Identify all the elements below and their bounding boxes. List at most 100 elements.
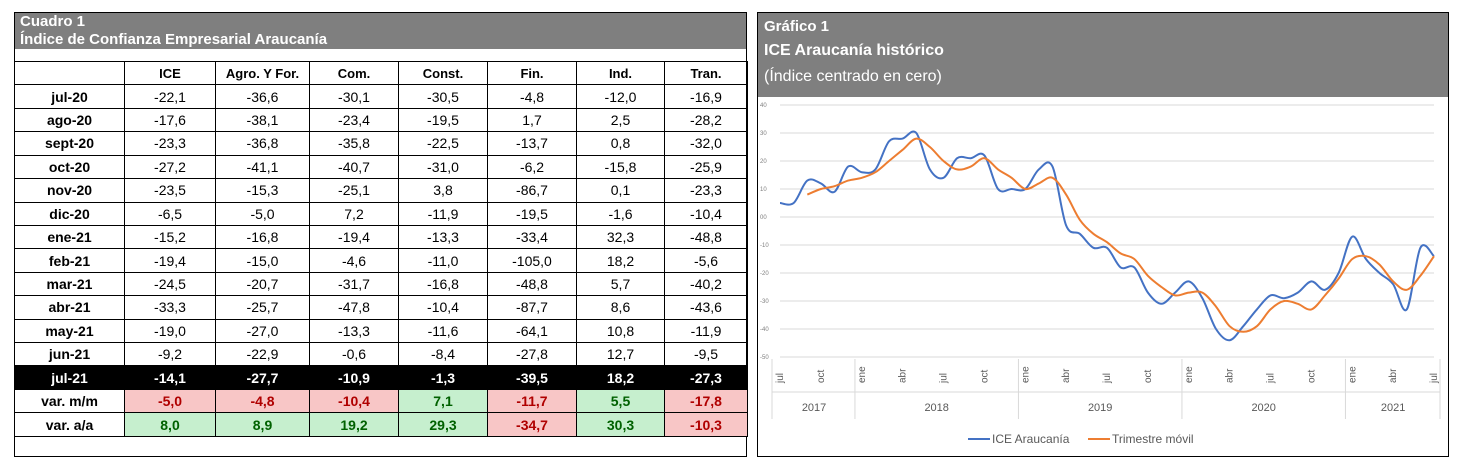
table-cell: -11,9 xyxy=(664,318,748,344)
table-row: ene-21 -15,2 -16,8 -19,4 -13,3 -33,4 32,3 -48,8 xyxy=(14,224,748,250)
table-cell: -19,4 xyxy=(309,224,399,250)
row-label: feb-21 xyxy=(14,248,125,273)
table-cell: -47,8 xyxy=(309,295,399,320)
table-cell: -17,6 xyxy=(124,107,216,133)
table-cell: -31,7 xyxy=(309,271,399,297)
table-cell: -10,4 xyxy=(664,201,748,226)
table-cell: -19,4 xyxy=(124,248,216,273)
table-row: jun-21 -9,2 -22,9 -0,6 -8,4 -27,8 12,7 -9,5 xyxy=(14,342,748,367)
x-tick-label: oct xyxy=(1143,369,1154,383)
table-row: abr-21 -33,3 -25,7 -47,8 -10,4 -87,7 8,6 -43,6 xyxy=(14,295,748,320)
table-cell: -39,5 xyxy=(487,365,577,390)
x-tick-label: abr xyxy=(1061,368,1072,383)
table-cell: 29,3 xyxy=(398,412,488,437)
table-cell: 8,0 xyxy=(124,412,216,437)
table-cell: -19,0 xyxy=(124,318,216,344)
table-cell: -25,9 xyxy=(664,154,748,180)
legend-label: ICE Araucanía xyxy=(992,432,1070,446)
table-cell: -24,5 xyxy=(124,271,216,297)
table-cell: -35,8 xyxy=(309,131,399,156)
column-header: Fin. xyxy=(487,60,577,86)
x-tick-label: jul xyxy=(1102,373,1113,384)
year-label: 2017 xyxy=(802,402,826,414)
table-cell: -23,4 xyxy=(309,107,399,133)
table-row: nov-20 -23,5 -15,3 -25,1 3,8 -86,7 0,1 -23,3 xyxy=(14,178,748,203)
table-cell: -11,0 xyxy=(398,248,488,273)
table-cell: -36,6 xyxy=(215,84,310,109)
row-label: nov-20 xyxy=(14,178,125,203)
table-cell: -0,6 xyxy=(309,342,399,367)
table-cell: -10,4 xyxy=(309,388,399,414)
table-cell: -33,4 xyxy=(487,224,577,250)
x-tick-label: oct xyxy=(1306,369,1317,383)
cuadro-panel: Cuadro 1 Índice de Confianza Empresarial… xyxy=(14,12,748,457)
column-header: Ind. xyxy=(576,60,665,86)
table-cell: -6,5 xyxy=(124,201,216,226)
table-cell: -20,7 xyxy=(215,271,310,297)
table-cell: -9,2 xyxy=(124,342,216,367)
table-cell: -15,0 xyxy=(215,248,310,273)
x-tick-label: jul xyxy=(775,373,786,384)
table-cell: -16,9 xyxy=(664,84,748,109)
y-tick-label: 20 xyxy=(760,159,767,165)
table-row: may-21 -19,0 -27,0 -13,3 -11,6 -64,1 10,8 -11,9 xyxy=(14,318,748,344)
table-cell: -41,1 xyxy=(215,154,310,180)
x-tick-label: ene xyxy=(1347,366,1358,383)
table-cell: 10,8 xyxy=(576,318,665,344)
y-tick-label: -30 xyxy=(760,299,769,305)
table-cell: -10,4 xyxy=(398,295,488,320)
y-tick-label: 10 xyxy=(760,187,767,193)
table-cell: -48,8 xyxy=(487,271,577,297)
table-cell: -38,1 xyxy=(215,107,310,133)
table-cell: 1,7 xyxy=(487,107,577,133)
x-tick-label: jul xyxy=(939,373,950,384)
x-tick-label: ene xyxy=(1020,366,1031,383)
table-cell: 7,1 xyxy=(398,388,488,414)
table-cell: -105,0 xyxy=(487,248,577,273)
x-tick-label: abr xyxy=(1388,368,1399,383)
table-cell: -34,7 xyxy=(487,412,577,437)
x-tick-label: oct xyxy=(979,369,990,383)
table-cell: -87,7 xyxy=(487,295,577,320)
table-cell: -40,2 xyxy=(664,271,748,297)
table-cell: -10,3 xyxy=(664,412,748,437)
y-tick-label: -40 xyxy=(760,327,769,333)
table-cell: -32,0 xyxy=(664,131,748,156)
year-label: 2020 xyxy=(1251,402,1275,414)
column-header: ICE xyxy=(124,60,216,86)
table-cell: 18,2 xyxy=(576,365,665,390)
row-label: oct-20 xyxy=(14,154,125,180)
x-tick-label: abr xyxy=(898,368,909,383)
table-cell: -13,3 xyxy=(398,224,488,250)
y-tick-label: 30 xyxy=(760,131,767,137)
table-cell: -5,0 xyxy=(215,201,310,226)
y-tick-label: -10 xyxy=(760,243,769,249)
table-cell: -4,6 xyxy=(309,248,399,273)
y-tick-label: -20 xyxy=(760,271,769,277)
table-row: jul-21 -14,1 -27,7 -10,9 -1,3 -39,5 18,2 -27,3 xyxy=(14,365,748,390)
column-header: Tran. xyxy=(664,60,748,86)
table-cell: 3,8 xyxy=(398,178,488,203)
year-label: 2019 xyxy=(1088,402,1112,414)
table-cell: -4,8 xyxy=(215,388,310,414)
y-tick-label: 00 xyxy=(760,215,767,221)
table-cell: 0,8 xyxy=(576,131,665,156)
table-title-line1: Cuadro 1 xyxy=(15,13,746,31)
table-row: feb-21 -19,4 -15,0 -4,6 -11,0 -105,0 18,2 -5,6 xyxy=(14,248,748,273)
table-cell: -13,3 xyxy=(309,318,399,344)
table-cell: -27,7 xyxy=(215,365,310,390)
x-tick-label: abr xyxy=(1225,368,1236,383)
row-label: dic-20 xyxy=(14,201,125,226)
y-tick-label: 40 xyxy=(760,103,767,109)
table-cell: -14,1 xyxy=(124,365,216,390)
table-title-line2: Índice de Confianza Empresarial Araucaní… xyxy=(15,31,746,49)
table-cell: -15,3 xyxy=(215,178,310,203)
chart-title-line1: Gráfico 1 xyxy=(764,18,830,35)
table-row: jul-20 -22,1 -36,6 -30,1 -30,5 -4,8 -12,0 -16,9 xyxy=(14,84,748,109)
row-label: abr-21 xyxy=(14,295,125,320)
column-header xyxy=(14,60,125,86)
table-row: dic-20 -6,5 -5,0 7,2 -11,9 -19,5 -1,6 -10,4 xyxy=(14,201,748,226)
table-cell: -17,8 xyxy=(664,388,748,414)
column-header: Com. xyxy=(309,60,399,86)
table-cell: -11,7 xyxy=(487,388,577,414)
